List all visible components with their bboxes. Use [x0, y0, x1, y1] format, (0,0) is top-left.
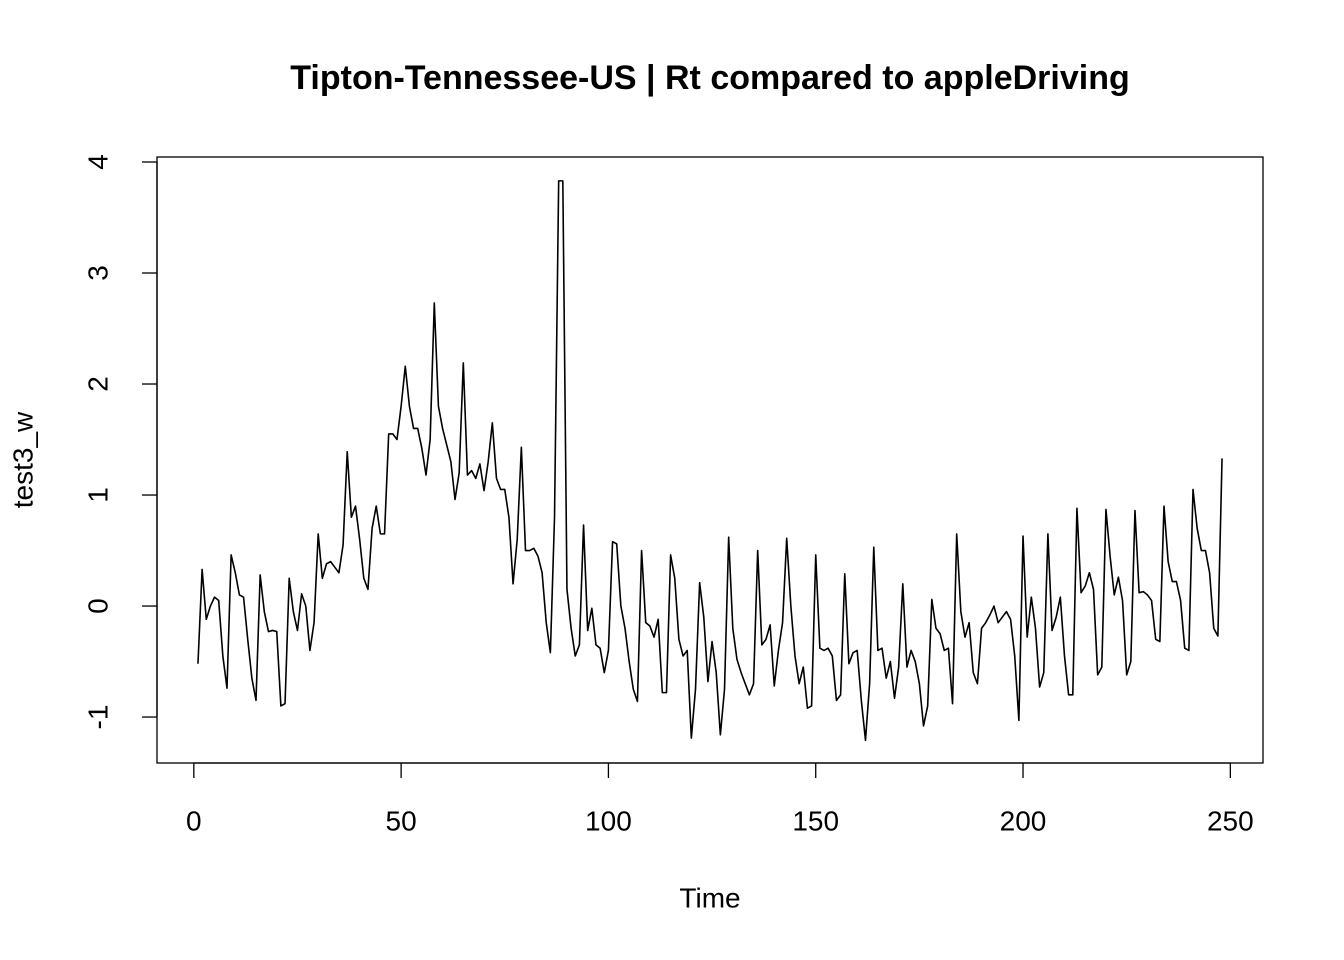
y-axis-label: test3_w [7, 411, 38, 508]
y-tick-label: 3 [82, 265, 113, 281]
chart-title: Tipton-Tennessee-US | Rt compared to app… [290, 59, 1129, 97]
x-tick-label: 50 [386, 805, 417, 836]
y-tick-label: 1 [82, 487, 113, 503]
y-tick-label: 4 [82, 154, 113, 170]
x-tick-label: 200 [1000, 805, 1047, 836]
x-tick-label: 100 [585, 805, 632, 836]
y-tick-label: 2 [82, 376, 113, 392]
x-tick-label: 150 [792, 805, 839, 836]
x-axis-label: Time [679, 882, 740, 913]
x-tick-label: 0 [186, 805, 202, 836]
y-tick-label: -1 [82, 705, 113, 730]
x-tick-label: 250 [1207, 805, 1254, 836]
y-tick-label: 0 [82, 598, 113, 614]
series-line [197, 180, 1223, 742]
